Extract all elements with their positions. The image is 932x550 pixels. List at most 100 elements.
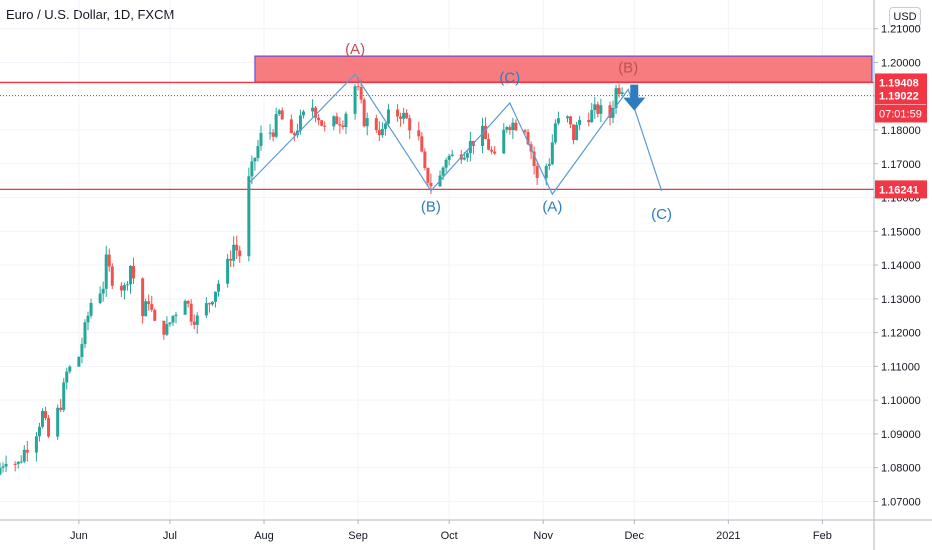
candle-body <box>332 116 336 127</box>
candle-body <box>25 449 29 453</box>
candle-body <box>301 111 305 116</box>
candle-body <box>34 436 38 453</box>
candle-body <box>462 157 466 160</box>
candle-body <box>365 118 369 127</box>
candlesticks <box>0 77 624 476</box>
currency-selector-button[interactable]: USD <box>889 7 921 27</box>
price-scale[interactable]: 1.07000 1.08000 1.09000 1.10000 1.11000 1.120… <box>874 24 921 509</box>
y-tick-label: 1.12000 <box>881 328 921 340</box>
time-scale[interactable]: Jun Jul Aug Sep Oct Nov Dec 2021 Feb <box>70 520 832 542</box>
candle-body <box>289 119 293 134</box>
candle-body <box>417 130 421 137</box>
candle-body <box>204 303 208 316</box>
candle-body <box>171 315 175 323</box>
x-tick-label: Aug <box>254 530 274 542</box>
candle-body <box>19 461 23 463</box>
x-tick-label: Sep <box>348 530 368 542</box>
candle-body <box>192 321 196 325</box>
candle-body <box>590 110 594 123</box>
price-badge-label: 1.16241 <box>879 184 919 196</box>
candle-body <box>556 118 560 124</box>
candle-body <box>614 88 618 109</box>
wave-path <box>248 73 663 196</box>
candle-body <box>405 112 409 119</box>
wave-label: (A) <box>345 41 365 58</box>
candle-body <box>447 155 451 160</box>
candle-body <box>508 127 512 130</box>
x-tick-label: Jun <box>70 530 88 542</box>
y-tick-label: 1.14000 <box>881 260 921 272</box>
wave-label: (B) <box>618 60 638 77</box>
candle-body <box>128 265 132 285</box>
candle-body <box>493 151 497 154</box>
candle-body <box>217 283 220 292</box>
candle-body <box>450 154 454 156</box>
candle-body <box>207 303 211 305</box>
candle-body <box>575 124 579 141</box>
candle-body <box>526 132 530 145</box>
candle-body <box>617 88 621 94</box>
candle-body <box>505 127 509 130</box>
candle-body <box>13 463 17 465</box>
candle-body <box>235 244 239 251</box>
y-tick-label: 1.11000 <box>881 361 920 373</box>
candle-body <box>195 315 199 325</box>
candle-body <box>362 99 366 127</box>
candle-body <box>250 161 254 177</box>
candle-body <box>596 104 600 114</box>
candle-body <box>535 166 539 179</box>
candle-body <box>320 120 324 126</box>
candle-body <box>490 149 494 152</box>
y-tick-label: 1.10000 <box>881 395 921 407</box>
candle-body <box>396 109 400 117</box>
candle-body <box>569 116 573 125</box>
candle-body <box>253 157 257 162</box>
candle-body <box>420 136 424 152</box>
candle-body <box>150 304 154 310</box>
candle-body <box>89 302 93 316</box>
candle-body <box>578 119 582 125</box>
candle-body <box>4 463 8 467</box>
y-tick-label: 1.13000 <box>881 294 921 306</box>
y-tick-label: 1.15000 <box>881 226 921 238</box>
candle-body <box>465 153 469 158</box>
candle-body <box>189 303 193 322</box>
candle-body <box>226 258 230 284</box>
candle-body <box>311 107 315 112</box>
candle-body <box>383 123 387 129</box>
y-tick-label: 1.21000 <box>881 24 921 36</box>
candle-body <box>229 258 233 261</box>
candle-body <box>186 300 190 304</box>
candle-body <box>104 254 108 289</box>
candle-body <box>444 159 448 168</box>
candle-body <box>62 382 66 410</box>
candle-body <box>83 322 87 345</box>
price-levels <box>0 81 874 191</box>
candle-body <box>213 291 217 302</box>
wave-labels: (A) (B) (C) (A) (B) (C) <box>345 41 672 223</box>
candle-body <box>77 356 81 367</box>
candle-body <box>359 86 363 100</box>
x-tick-label: Jul <box>163 530 177 542</box>
candle-body <box>514 122 518 131</box>
candle-body <box>247 176 251 257</box>
candle-body <box>86 315 90 323</box>
candle-body <box>481 125 485 147</box>
candle-body <box>608 105 612 118</box>
candle-body <box>16 461 20 464</box>
wave-label: (B) <box>421 198 441 215</box>
countdown-label: 07:01:59 <box>879 108 922 120</box>
candle-body <box>68 366 72 372</box>
candle-body <box>132 265 136 279</box>
candle-body <box>0 467 2 475</box>
candle-body <box>232 244 236 261</box>
x-tick-label: Feb <box>813 530 832 542</box>
candle-body <box>426 167 430 183</box>
candle-body <box>141 278 145 317</box>
candle-body <box>162 320 166 335</box>
candle-body <box>298 115 302 131</box>
candle-body <box>341 125 345 128</box>
candle-body <box>593 104 597 111</box>
candle-body <box>183 300 187 315</box>
